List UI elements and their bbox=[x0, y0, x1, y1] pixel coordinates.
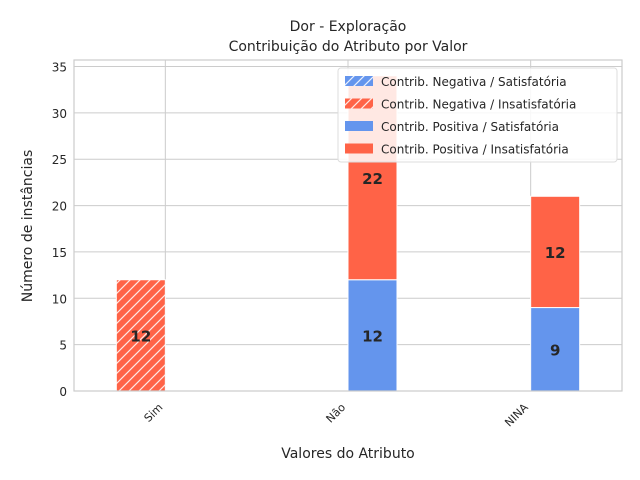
x-tick-label-nao: Não bbox=[324, 401, 349, 426]
data-label: 22 bbox=[362, 170, 383, 188]
legend-label: Contrib. Positiva / Insatisfatória bbox=[381, 143, 569, 157]
y-tick-label: 25 bbox=[52, 153, 67, 167]
chart-title: Dor - Exploração bbox=[290, 19, 407, 35]
legend-swatch-hatch bbox=[345, 76, 373, 86]
bar-contrib-positiva-insatisfatoria-nina bbox=[530, 195, 581, 309]
bar-contrib-positiva-satisfatoria-nina bbox=[530, 307, 581, 392]
legend-label: Contrib. Positiva / Satisfatória bbox=[381, 120, 559, 134]
legend-label: Contrib. Negativa / Satisfatória bbox=[381, 75, 567, 89]
x-tick-label-sim: Sim bbox=[142, 401, 166, 425]
bar-hatch-sim bbox=[116, 279, 166, 391]
y-tick-label: 10 bbox=[52, 292, 67, 306]
legend: Contrib. Negativa / Satisfatória Contrib.… bbox=[337, 67, 618, 163]
y-tick-label: 30 bbox=[52, 107, 67, 121]
legend-label: Contrib. Negativa / Insatisfatória bbox=[381, 98, 576, 112]
chart-subtitle: Contribuição do Atributo por Valor bbox=[229, 39, 468, 55]
y-tick-label: 35 bbox=[52, 60, 67, 74]
legend-swatch-hatch bbox=[345, 98, 373, 109]
data-label: 12 bbox=[545, 244, 566, 262]
data-label: 12 bbox=[130, 327, 151, 345]
data-label: 9 bbox=[550, 341, 560, 359]
y-tick-label: 0 bbox=[59, 385, 67, 399]
y-tick-label: 20 bbox=[52, 200, 67, 214]
legend-box bbox=[337, 67, 618, 163]
bar-contrib-positiva-satisfatoria-nao bbox=[347, 279, 398, 392]
legend-swatch bbox=[345, 143, 373, 154]
x-axis-label: Valores do Atributo bbox=[281, 446, 415, 462]
y-tick-label: 15 bbox=[52, 246, 67, 260]
plot-frame bbox=[73, 59, 623, 392]
legend-swatch bbox=[345, 121, 373, 131]
y-tick-label: 5 bbox=[59, 339, 67, 353]
y-axis-label: Número de instâncias bbox=[20, 150, 36, 302]
data-label: 12 bbox=[362, 327, 383, 345]
x-tick-label-nina: NINA bbox=[502, 401, 531, 430]
